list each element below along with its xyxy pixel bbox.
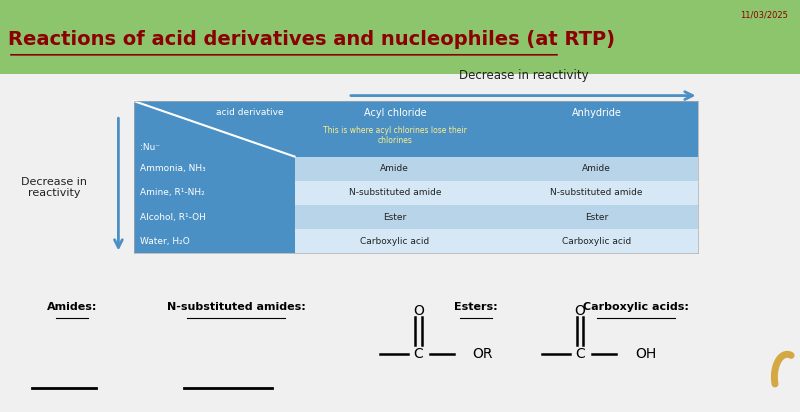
Text: Amine, R¹-NH₂: Amine, R¹-NH₂ — [140, 188, 205, 197]
FancyBboxPatch shape — [134, 181, 294, 205]
Text: Amide: Amide — [582, 164, 611, 173]
Text: C: C — [414, 347, 423, 361]
FancyBboxPatch shape — [134, 157, 294, 181]
Text: Carboxylic acids:: Carboxylic acids: — [583, 302, 689, 312]
Text: C: C — [575, 347, 585, 361]
Text: Ester: Ester — [383, 213, 406, 222]
Text: N-substituted amide: N-substituted amide — [550, 188, 643, 197]
Text: acid derivative: acid derivative — [216, 108, 283, 117]
Text: Reactions of acid derivatives and nucleophiles (at RTP): Reactions of acid derivatives and nucleo… — [8, 30, 615, 49]
Text: Ester: Ester — [585, 213, 608, 222]
Text: Carboxylic acid: Carboxylic acid — [562, 237, 631, 246]
Text: O: O — [574, 304, 586, 318]
Text: Anhydride: Anhydride — [572, 108, 622, 118]
FancyBboxPatch shape — [134, 229, 698, 253]
Text: This is where acyl chlorines lose their
chlorines: This is where acyl chlorines lose their … — [323, 126, 466, 145]
Text: N-substituted amides:: N-substituted amides: — [166, 302, 306, 312]
FancyBboxPatch shape — [0, 0, 800, 74]
Text: Amides:: Amides: — [47, 302, 97, 312]
Text: Acyl chloride: Acyl chloride — [363, 108, 426, 118]
Text: Decrease in
reactivity: Decrease in reactivity — [22, 177, 87, 198]
Text: :Nu⁻: :Nu⁻ — [140, 143, 160, 152]
Text: O: O — [413, 304, 424, 318]
Text: OR: OR — [472, 347, 493, 361]
Text: Amide: Amide — [380, 164, 410, 173]
Text: Ammonia, NH₃: Ammonia, NH₃ — [140, 164, 206, 173]
Text: N-substituted amide: N-substituted amide — [349, 188, 441, 197]
FancyBboxPatch shape — [134, 157, 698, 181]
FancyBboxPatch shape — [134, 229, 294, 253]
FancyBboxPatch shape — [134, 205, 698, 229]
Text: Decrease in reactivity: Decrease in reactivity — [459, 69, 589, 82]
Text: Esters:: Esters: — [454, 302, 498, 312]
Text: Water, H₂O: Water, H₂O — [140, 237, 190, 246]
FancyBboxPatch shape — [134, 205, 294, 229]
FancyBboxPatch shape — [134, 181, 698, 205]
Text: OH: OH — [635, 347, 656, 361]
Text: 11/03/2025: 11/03/2025 — [740, 10, 788, 19]
Text: Alcohol, R¹-OH: Alcohol, R¹-OH — [140, 213, 206, 222]
FancyBboxPatch shape — [134, 101, 698, 157]
Text: Carboxylic acid: Carboxylic acid — [360, 237, 430, 246]
